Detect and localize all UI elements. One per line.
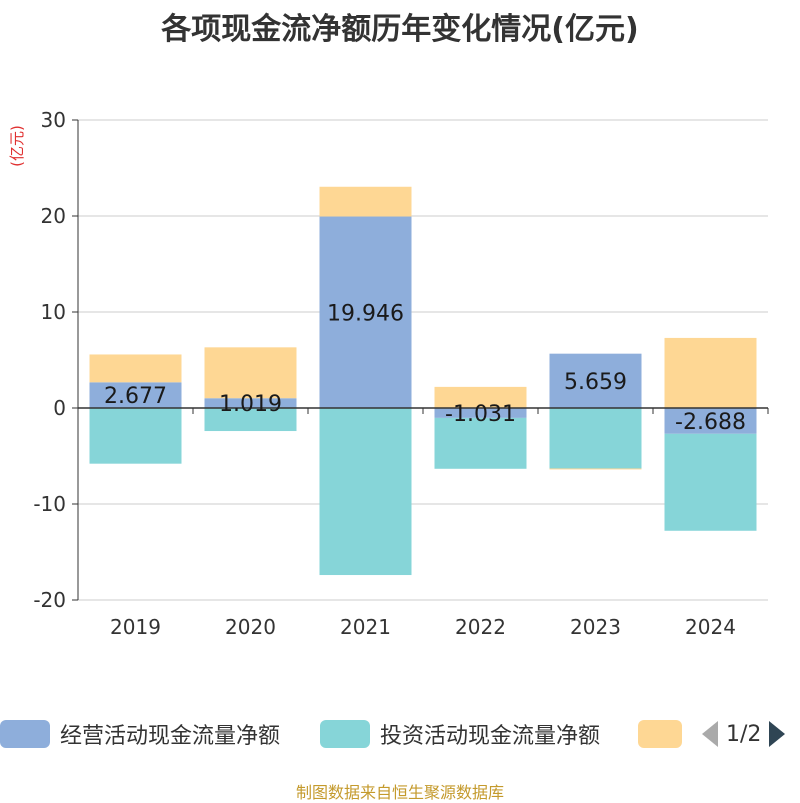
y-tick-label: -20 <box>33 588 66 612</box>
x-tick-label-2019: 2019 <box>110 615 161 639</box>
x-tick-label-2024: 2024 <box>685 615 736 639</box>
legend-item-operating[interactable]: 经营活动现金流量净额 <box>0 716 280 752</box>
chart-title: 各项现金流净额历年变化情况(亿元) <box>161 12 639 47</box>
y-tick-label: 10 <box>41 300 66 324</box>
prev-page-icon[interactable] <box>700 719 720 749</box>
bar-2020-series-1 <box>204 408 297 432</box>
data-label-2019: 2.677 <box>104 384 167 409</box>
data-label-2021: 19.946 <box>327 301 404 326</box>
bar-2024-series-0 <box>664 408 757 434</box>
bar-2019-series-0 <box>89 382 182 408</box>
axes: -20 -10 0 10 20 30 2019 2020 2021 2022 2023 2024 <box>33 108 769 639</box>
data-label-2024: -2.688 <box>675 410 746 435</box>
legend-swatch-operating <box>0 720 50 748</box>
bar-2020-series-0 <box>204 398 297 408</box>
y-tick-label: -10 <box>33 492 66 516</box>
bar-2020-series-2 <box>204 347 297 399</box>
bar-2024-series-1 <box>664 433 757 531</box>
data-label-2020: 1.019 <box>219 392 282 417</box>
x-tick-label-2021: 2021 <box>340 615 391 639</box>
bars <box>89 186 757 576</box>
bar-2024-series-2 <box>664 337 757 408</box>
bar-2023-series-1 <box>549 408 642 469</box>
legend-label-operating: 经营活动现金流量净额 <box>60 724 281 749</box>
y-tick-label: 0 <box>53 396 66 420</box>
bar-2022-series-1 <box>434 417 527 469</box>
bar-2019-series-2 <box>89 354 182 383</box>
bar-2023-series-2 <box>549 468 642 470</box>
x-tick-label-2020: 2020 <box>225 615 276 639</box>
legend-item-financing[interactable] <box>638 716 682 752</box>
bar-2021-series-1 <box>319 408 412 576</box>
bar-2019-series-1 <box>89 408 182 464</box>
legend-page-indicator: 1/2 <box>726 721 762 747</box>
y-tick-label: 20 <box>41 204 66 228</box>
data-label-2022: -1.031 <box>445 402 516 427</box>
legend-label-investing: 投资活动现金流量净额 <box>380 724 601 749</box>
legend-swatch-financing <box>638 720 682 748</box>
bar-2021-series-2 <box>319 186 412 217</box>
data-labels: 2.677 1.019 19.946 -1.031 5.659 -2.688 <box>104 301 746 435</box>
bar-2022-series-2 <box>434 386 527 408</box>
footer-source: 制图数据来自恒生聚源数据库 <box>295 783 504 802</box>
next-page-icon[interactable] <box>767 719 787 749</box>
data-label-2023: 5.659 <box>564 370 627 395</box>
bar-2021-series-0 <box>319 216 412 408</box>
bar-2023-series-0 <box>549 353 642 408</box>
x-tick-label-2023: 2023 <box>570 615 621 639</box>
legend-item-investing[interactable]: 投资活动现金流量净额 <box>320 716 600 752</box>
x-tick-label-2022: 2022 <box>455 615 506 639</box>
legend-pager: 1/2 <box>700 716 800 752</box>
y-tick-label: 30 <box>41 108 66 132</box>
bar-2022-series-0 <box>434 408 527 418</box>
legend: 经营活动现金流量净额 投资活动现金流量净额 <box>0 716 800 752</box>
y-axis-title: (亿元) <box>8 125 26 167</box>
legend-swatch-investing <box>320 720 370 748</box>
